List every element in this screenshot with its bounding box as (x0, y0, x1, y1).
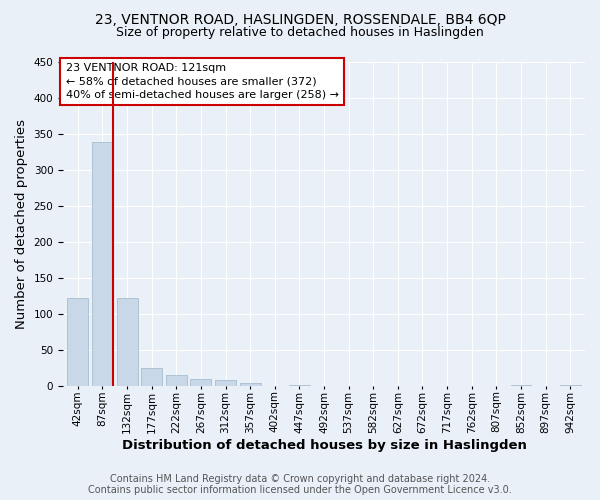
Bar (239, 382, 260, 386)
Bar (92, 142, 113, 386)
Bar (215, 380, 236, 386)
Bar (560, 385, 581, 386)
Bar (166, 376, 187, 386)
Text: Size of property relative to detached houses in Haslingden: Size of property relative to detached ho… (116, 26, 484, 39)
Text: Contains HM Land Registry data © Crown copyright and database right 2024.: Contains HM Land Registry data © Crown c… (110, 474, 490, 484)
Text: Contains public sector information licensed under the Open Government Licence v3: Contains public sector information licen… (88, 485, 512, 495)
Bar (141, 368, 162, 386)
Y-axis label: Number of detached properties: Number of detached properties (15, 119, 28, 329)
Bar (289, 385, 310, 386)
X-axis label: Distribution of detached houses by size in Haslingden: Distribution of detached houses by size … (122, 440, 526, 452)
Bar (116, 298, 137, 386)
Bar (511, 385, 532, 386)
Bar (190, 379, 211, 386)
Text: 23 VENTNOR ROAD: 121sqm
← 58% of detached houses are smaller (372)
40% of semi-d: 23 VENTNOR ROAD: 121sqm ← 58% of detache… (65, 63, 338, 100)
Bar (67, 298, 88, 386)
Text: 23, VENTNOR ROAD, HASLINGDEN, ROSSENDALE, BB4 6QP: 23, VENTNOR ROAD, HASLINGDEN, ROSSENDALE… (95, 12, 505, 26)
